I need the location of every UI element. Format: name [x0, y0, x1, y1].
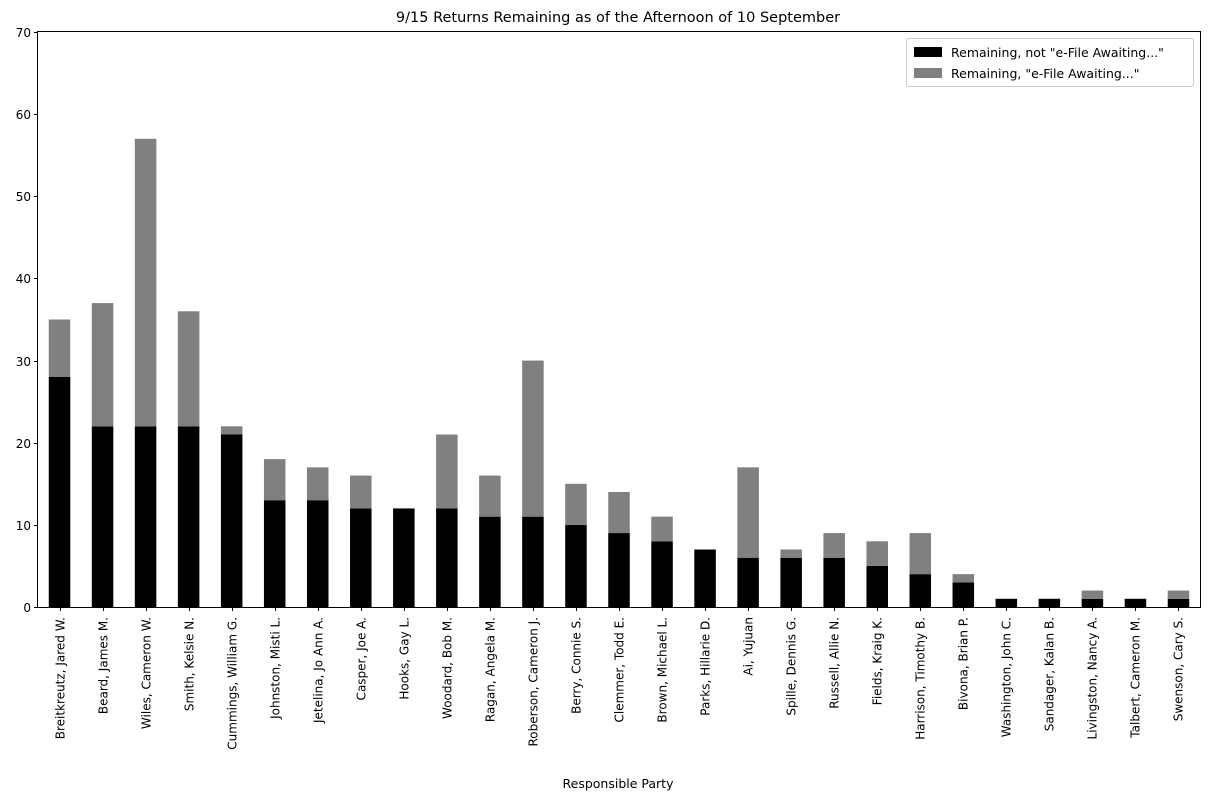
- bars-layer: [48, 138, 1190, 607]
- bar-awaiting-17: [780, 549, 802, 558]
- legend-swatch-1: [914, 68, 942, 78]
- bar-awaiting-12: [565, 483, 587, 525]
- x-tick-label-12: Berry, Connie S.: [570, 617, 584, 714]
- bar-awaiting-4: [220, 426, 243, 435]
- bar-not-awaiting-2: [134, 426, 157, 607]
- y-tick-label-3: 30: [16, 355, 31, 369]
- bar-not-awaiting-4: [220, 434, 243, 607]
- bar-awaiting-13: [608, 492, 630, 534]
- x-tick-label-4: Cummings, William G.: [226, 617, 240, 750]
- bar-not-awaiting-25: [1124, 598, 1147, 607]
- x-tick-label-5: Johnston, Misti L.: [269, 617, 283, 720]
- y-tick-label-5: 50: [16, 190, 31, 204]
- x-tick-label-14: Brown, Michael L.: [656, 617, 670, 723]
- bar-not-awaiting-26: [1167, 598, 1190, 607]
- bar-awaiting-19: [866, 541, 888, 566]
- bar-awaiting-6: [306, 467, 329, 501]
- x-tick-label-15: Parks, Hillarie D.: [699, 617, 713, 716]
- bar-not-awaiting-6: [306, 500, 329, 607]
- bar-awaiting-20: [909, 533, 932, 575]
- x-tick-label-6: Jetelina, Jo Ann A.: [312, 617, 326, 724]
- bar-not-awaiting-18: [823, 557, 845, 607]
- x-tick-label-9: Woodard, Bob M.: [441, 617, 455, 719]
- x-tick-label-3: Smith, Kelsie N.: [183, 617, 197, 711]
- x-tick-label-21: Bivona, Brian P.: [957, 617, 971, 710]
- bar-not-awaiting-5: [263, 500, 286, 607]
- x-tick-label-0: Breitkreutz, Jared W.: [54, 617, 68, 739]
- bar-not-awaiting-12: [565, 524, 587, 607]
- y-tick-label-0: 0: [23, 601, 31, 615]
- y-tick-label-1: 10: [16, 519, 31, 533]
- y-tick-label-7: 70: [16, 26, 31, 40]
- x-tick-label-7: Casper, Joe A.: [355, 617, 369, 700]
- x-axis-label: Responsible Party: [563, 776, 675, 791]
- bar-not-awaiting-8: [393, 508, 415, 607]
- x-tick-label-25: Talbert, Cameron M.: [1129, 617, 1143, 739]
- bar-not-awaiting-11: [522, 516, 544, 607]
- bar-awaiting-3: [177, 311, 200, 427]
- bar-not-awaiting-21: [952, 582, 975, 607]
- bar-awaiting-2: [134, 138, 157, 427]
- bar-not-awaiting-14: [651, 541, 673, 607]
- bar-not-awaiting-0: [48, 377, 71, 607]
- bar-awaiting-5: [263, 459, 286, 501]
- bar-not-awaiting-13: [608, 533, 630, 607]
- x-axis: Breitkreutz, Jared W. Beard, James M. Wile…: [54, 607, 1186, 750]
- y-axis: 0 10 20 30 40 50 60 70: [16, 26, 38, 615]
- x-tick-label-2: Wiles, Cameron W.: [140, 617, 154, 729]
- bar-awaiting-26: [1167, 590, 1190, 599]
- bar-not-awaiting-10: [479, 516, 501, 607]
- x-tick-label-1: Beard, James M.: [97, 617, 111, 714]
- legend-label-0: Remaining, not "e-File Awaiting...": [951, 45, 1164, 60]
- bar-awaiting-7: [350, 475, 372, 509]
- bar-not-awaiting-23: [1038, 598, 1061, 607]
- chart-title: 9/15 Returns Remaining as of the Afterno…: [396, 10, 840, 26]
- bar-not-awaiting-9: [436, 508, 458, 607]
- y-tick-label-6: 60: [16, 108, 31, 122]
- bar-not-awaiting-7: [350, 508, 372, 607]
- x-tick-label-26: Swenson, Cary S.: [1172, 617, 1186, 721]
- bar-not-awaiting-20: [909, 574, 932, 607]
- bar-not-awaiting-17: [780, 557, 802, 607]
- bar-not-awaiting-22: [995, 598, 1018, 607]
- x-tick-label-11: Roberson, Cameron J.: [527, 617, 541, 747]
- bar-awaiting-10: [479, 475, 501, 517]
- bar-not-awaiting-15: [694, 549, 716, 607]
- bar-awaiting-9: [436, 434, 458, 509]
- bar-awaiting-1: [91, 303, 114, 427]
- legend-label-1: Remaining, "e-File Awaiting...": [951, 66, 1139, 81]
- bar-awaiting-21: [952, 574, 975, 583]
- bar-awaiting-24: [1081, 590, 1104, 599]
- x-tick-label-23: Sandager, Kalan B.: [1043, 617, 1057, 731]
- bar-not-awaiting-16: [737, 557, 759, 607]
- legend-box: [906, 38, 1194, 87]
- bar-awaiting-11: [522, 360, 544, 517]
- bar-not-awaiting-3: [177, 426, 200, 607]
- bar-not-awaiting-19: [866, 565, 888, 607]
- bar-awaiting-18: [823, 533, 845, 558]
- x-tick-label-19: Fields, Kraig K.: [871, 617, 885, 705]
- legend: Remaining, not "e-File Awaiting..." Remai…: [906, 38, 1194, 87]
- x-tick-label-10: Ragan, Angela M.: [484, 617, 498, 722]
- x-tick-label-20: Harrison, Timothy B.: [914, 617, 928, 740]
- x-tick-label-17: Spille, Dennis G.: [785, 617, 799, 716]
- bar-awaiting-16: [737, 467, 759, 558]
- x-tick-label-18: Russell, Allie N.: [828, 617, 842, 709]
- bar-awaiting-0: [48, 319, 71, 377]
- x-tick-label-13: Clemmer, Todd E.: [613, 617, 627, 723]
- bar-not-awaiting-1: [91, 426, 114, 607]
- x-tick-label-24: Livingston, Nancy A.: [1086, 617, 1100, 739]
- y-tick-label-2: 20: [16, 437, 31, 451]
- y-tick-label-4: 40: [16, 272, 31, 286]
- plot-frame: [37, 31, 1201, 608]
- bar-awaiting-14: [651, 516, 673, 542]
- x-tick-label-22: Washington, John C.: [1000, 617, 1014, 737]
- x-tick-label-8: Hooks, Gay L.: [398, 617, 412, 700]
- legend-swatch-0: [914, 47, 942, 57]
- bar-not-awaiting-24: [1081, 598, 1104, 607]
- x-tick-label-16: Ai, Yujuan: [742, 617, 756, 676]
